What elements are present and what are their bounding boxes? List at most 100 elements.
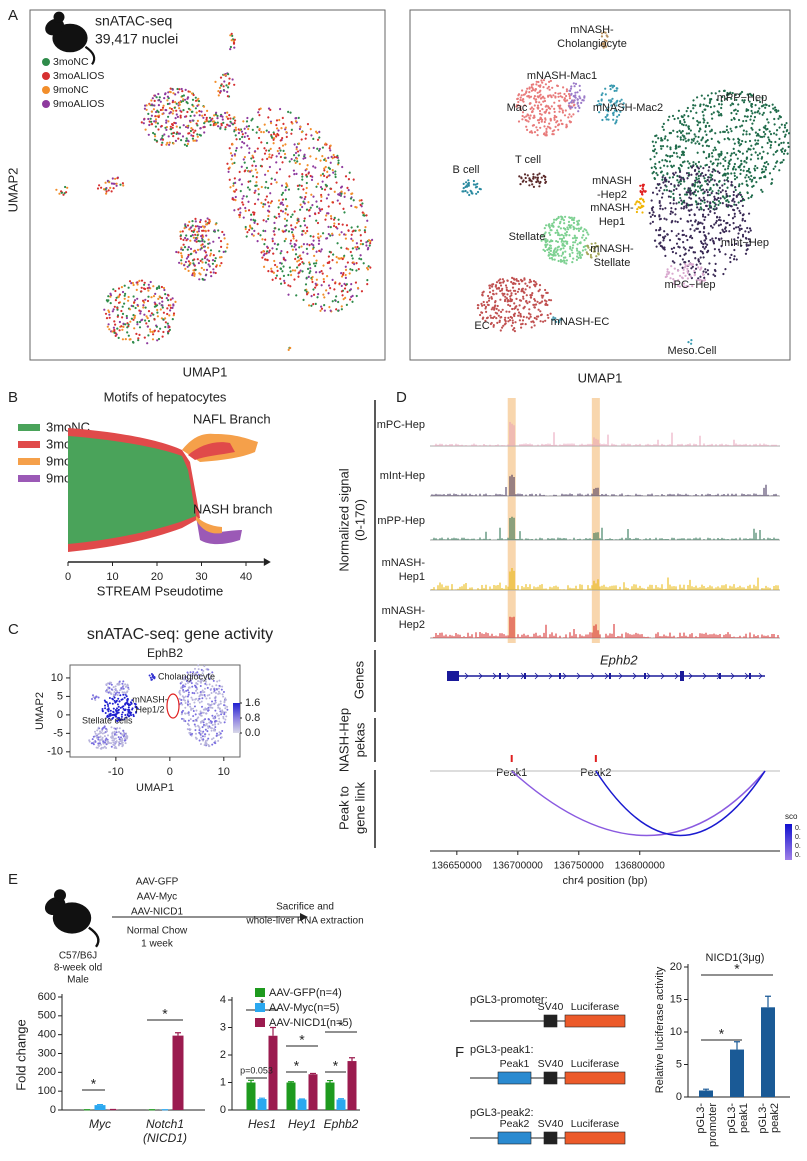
cell-dot <box>288 349 290 351</box>
cell-dot <box>220 90 222 92</box>
cell-dot <box>240 146 243 149</box>
cell-dot <box>232 184 235 187</box>
cell-dot <box>150 281 152 283</box>
cell-dot <box>785 122 788 125</box>
cell-dot <box>218 687 220 689</box>
cell-dot <box>170 88 172 90</box>
cell-dot <box>543 132 545 134</box>
cell-dot <box>697 266 699 268</box>
legend-dot <box>42 86 50 94</box>
cell-dot <box>580 102 582 104</box>
cell-dot <box>143 122 145 124</box>
cell-dot <box>194 130 196 132</box>
cell-dot <box>126 317 128 319</box>
cell-dot <box>102 733 104 735</box>
cell-dot <box>132 714 134 716</box>
cell-dot <box>343 211 346 214</box>
cell-dot <box>696 151 699 154</box>
cell-dot <box>523 277 525 279</box>
cell-dot <box>547 317 549 319</box>
cell-dot <box>521 118 523 120</box>
cell-dot <box>662 239 665 242</box>
cell-dot <box>548 112 550 114</box>
cell-dot <box>534 88 536 90</box>
cell-dot <box>724 268 727 271</box>
cell-dot <box>220 246 222 248</box>
cell-dot <box>171 307 173 309</box>
cell-dot <box>175 110 177 112</box>
cell-dot <box>740 159 743 162</box>
cell-dot <box>165 119 167 121</box>
cell-dot <box>188 270 190 272</box>
cell-dot <box>195 251 197 253</box>
cell-dot <box>267 270 270 273</box>
cell-dot <box>547 96 549 98</box>
cell-dot <box>165 109 167 111</box>
cell-dot <box>563 262 565 264</box>
cell-dot <box>192 708 194 710</box>
cell-dot <box>195 709 197 711</box>
cell-dot <box>327 255 330 258</box>
cell-dot <box>197 234 199 236</box>
cell-dot <box>111 726 113 728</box>
cell-dot <box>206 110 208 112</box>
cell-dot <box>572 244 574 246</box>
x-tick-label: 20 <box>151 571 163 583</box>
cell-dot <box>211 685 213 687</box>
cell-dot <box>561 234 563 236</box>
cell-dot <box>581 99 583 101</box>
cell-dot <box>206 254 208 256</box>
cell-dot <box>769 146 772 149</box>
cell-dot <box>61 192 63 194</box>
cell-dot <box>341 166 344 169</box>
cell-dot <box>157 93 159 95</box>
cell-cluster <box>639 184 647 196</box>
cell-dot <box>215 684 217 686</box>
cell-dot <box>525 177 527 179</box>
cell-dot <box>553 219 555 221</box>
cell-dot <box>188 228 190 230</box>
cell-dot <box>94 731 96 733</box>
cell-dot <box>277 213 280 216</box>
cell-dot <box>672 202 675 205</box>
cell-dot <box>195 100 197 102</box>
cell-dot <box>248 188 251 191</box>
cell-dot <box>180 252 182 254</box>
cell-dot <box>119 184 121 186</box>
cell-dot <box>227 95 229 97</box>
cluster-label: mNASH- <box>590 202 634 214</box>
cell-dot <box>225 126 227 128</box>
cell-dot <box>732 222 735 225</box>
cell-dot <box>510 292 512 294</box>
cell-dot <box>557 231 559 233</box>
cell-dot <box>736 110 739 113</box>
cell-dot <box>581 237 583 239</box>
cell-dot <box>532 117 534 119</box>
cell-dot <box>106 730 108 732</box>
cell-dot <box>668 115 671 118</box>
cell-dot <box>368 244 371 247</box>
cell-dot <box>679 197 682 200</box>
cell-dot <box>681 229 684 232</box>
cell-dot <box>530 281 532 283</box>
cell-dot <box>500 284 502 286</box>
cell-dot <box>317 293 320 296</box>
cell-dot <box>233 177 236 180</box>
cell-dot <box>686 160 689 163</box>
cell-dot <box>491 322 493 324</box>
cell-dot <box>157 128 159 130</box>
cell-dot <box>546 134 548 136</box>
cell-dot <box>115 299 117 301</box>
cell-dot <box>301 173 304 176</box>
cell-dot <box>349 298 352 301</box>
cell-dot <box>100 748 102 750</box>
cell-dot <box>533 124 535 126</box>
cell-dot <box>234 134 237 137</box>
cell-dot <box>315 271 318 274</box>
cell-dot <box>117 698 119 700</box>
cell-dot <box>698 142 701 145</box>
cell-dot <box>498 315 500 317</box>
cell-dot <box>518 175 520 177</box>
cell-dot <box>212 241 214 243</box>
cell-dot <box>165 122 167 124</box>
